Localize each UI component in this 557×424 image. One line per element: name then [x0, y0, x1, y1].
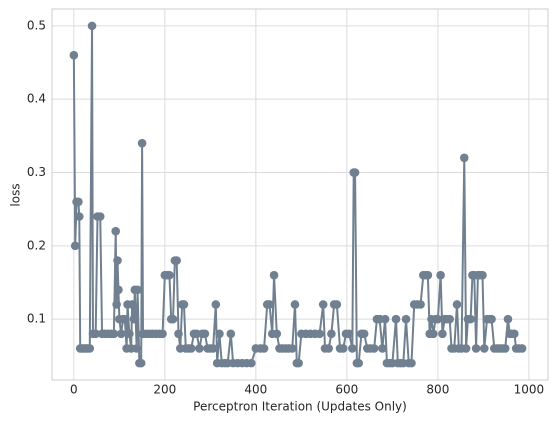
marker	[433, 314, 443, 324]
marker	[466, 314, 475, 324]
marker	[265, 300, 274, 309]
marker	[127, 300, 137, 309]
marker	[290, 300, 300, 309]
marker	[85, 344, 95, 353]
marker	[438, 329, 447, 339]
marker	[208, 344, 218, 353]
marker	[327, 329, 336, 339]
marker	[332, 300, 342, 309]
marker	[315, 329, 324, 339]
marker	[423, 270, 433, 280]
x-tick-label: 600	[335, 383, 358, 397]
marker	[479, 344, 489, 353]
marker	[109, 329, 119, 339]
y-tick-label: 0.1	[27, 312, 46, 326]
marker	[401, 314, 411, 324]
marker	[129, 314, 139, 324]
marker	[75, 212, 84, 221]
marker	[69, 50, 79, 60]
x-tick-label: 400	[244, 383, 267, 397]
x-axis-label: Perceptron Iteration (Updates Only)	[193, 400, 407, 414]
plot-frame	[51, 8, 549, 381]
marker	[112, 300, 121, 309]
y-tick-label: 0.4	[27, 92, 46, 106]
marker	[186, 344, 196, 353]
marker	[354, 358, 364, 368]
marker	[445, 314, 455, 324]
marker	[111, 226, 121, 236]
marker	[272, 329, 282, 339]
marker	[70, 241, 80, 251]
marker	[136, 358, 146, 368]
marker	[132, 344, 141, 353]
marker	[436, 270, 445, 280]
marker	[120, 314, 130, 324]
marker	[344, 329, 354, 339]
marker	[114, 285, 123, 295]
marker	[95, 212, 105, 221]
marker	[247, 358, 256, 368]
marker	[452, 300, 462, 309]
marker	[391, 314, 401, 324]
marker	[172, 256, 181, 265]
marker	[478, 270, 487, 280]
x-tick-label: 800	[426, 383, 449, 397]
marker	[113, 256, 122, 265]
marker	[471, 344, 481, 353]
marker	[226, 329, 236, 339]
marker	[91, 329, 100, 339]
marker	[517, 344, 527, 353]
marker	[459, 153, 469, 163]
marker	[168, 314, 178, 324]
marker	[461, 344, 471, 353]
marker	[259, 344, 269, 353]
line	[72, 25, 523, 365]
marker	[407, 358, 416, 368]
marker	[510, 329, 519, 339]
marker	[416, 300, 425, 309]
marker	[137, 138, 147, 148]
marker	[179, 300, 189, 309]
marker	[200, 329, 210, 339]
marker	[359, 329, 369, 339]
x-tick-label: 0	[70, 383, 78, 397]
marker	[350, 168, 360, 177]
marker	[500, 344, 510, 353]
marker	[287, 344, 297, 353]
marker	[174, 329, 183, 339]
marker	[165, 270, 174, 280]
marker	[338, 344, 348, 353]
marker	[269, 270, 279, 280]
x-tick-label: 1000	[514, 383, 545, 397]
y-tick-label: 0.5	[27, 18, 46, 32]
marker	[503, 314, 513, 324]
marker	[324, 344, 333, 353]
marker	[125, 329, 134, 339]
marker	[116, 329, 126, 339]
y-tick-label: 0.2	[27, 238, 46, 252]
marker	[158, 329, 167, 339]
marker	[380, 314, 390, 324]
y-tick-label: 0.3	[27, 165, 46, 179]
y-axis-label: loss	[9, 183, 23, 206]
marker	[378, 344, 387, 353]
marker	[195, 344, 204, 353]
marker	[294, 358, 303, 368]
marker	[87, 21, 97, 31]
marker	[429, 329, 438, 339]
marker	[74, 197, 83, 207]
marker	[211, 300, 221, 309]
x-tick-label: 200	[153, 383, 176, 397]
marker	[318, 300, 328, 309]
marker	[133, 285, 142, 295]
marker	[369, 344, 379, 353]
marker	[487, 314, 496, 324]
marker	[215, 329, 224, 339]
marker	[348, 344, 357, 353]
